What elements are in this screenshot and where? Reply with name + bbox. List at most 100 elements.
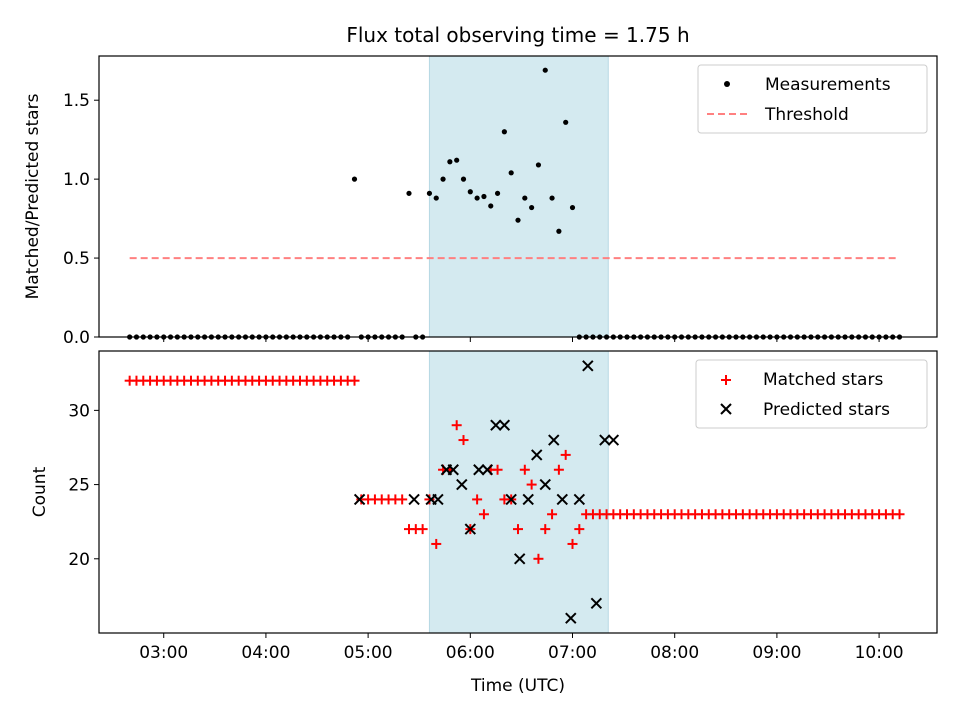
measurement-point [569, 204, 576, 211]
measurement-point [535, 162, 542, 168]
x-tick-label: 10:00 [855, 643, 904, 663]
measurement-point [501, 129, 507, 135]
matched-star-point [553, 464, 564, 475]
measurement-point [406, 190, 412, 196]
legend-predicted-marker [720, 403, 732, 415]
legend-measurements-label: Measurements [765, 75, 891, 95]
y-tick-label: 25 [68, 476, 90, 496]
measurement-point [563, 119, 569, 125]
x-tick-label: 05:00 [344, 643, 393, 663]
measurement-point [494, 190, 501, 196]
matched-star-point [567, 538, 578, 549]
x-tick-label: 03:00 [139, 643, 188, 663]
measurement-point [481, 193, 487, 200]
top-y-axis-label: Matched/Predicted stars [23, 93, 43, 299]
measurement-point [467, 189, 473, 195]
matched-star-point [397, 494, 408, 505]
legend-predicted-label: Predicted stars [763, 400, 890, 420]
x-tick-label: 08:00 [650, 643, 699, 663]
matched-star-point [533, 553, 544, 564]
x-axis-label: Time (UTC) [470, 676, 565, 696]
predicted-star-point [498, 419, 511, 431]
matched-star-point [349, 375, 360, 386]
measurement-point [529, 204, 535, 211]
predicted-star-point [473, 464, 485, 476]
predicted-star-point [447, 464, 459, 476]
predicted-star-point [481, 464, 494, 476]
measurement-point [522, 195, 528, 201]
measurement-point [549, 195, 555, 201]
measurement-point [447, 159, 453, 165]
top-y-ticks: 0.0 0.5 1.0 1.5 [63, 91, 99, 348]
predicted-star-point [513, 553, 526, 565]
matched-star-point [547, 509, 558, 520]
x-tick-label: 09:00 [752, 643, 801, 663]
measurement-point [556, 228, 562, 234]
top-legend-box [697, 64, 928, 134]
matched-star-point [417, 524, 428, 535]
y-tick-label: 0.5 [63, 249, 90, 269]
top-legend: Measurements Threshold [697, 64, 928, 134]
measurement-point [426, 190, 433, 196]
top-panel: 0.0 0.5 1.0 1.5 Matched/Predicted stars Flu… [23, 23, 938, 348]
predicted-star-point [582, 360, 594, 372]
y-tick-label: 1.5 [63, 91, 90, 111]
matched-star-point [492, 464, 503, 475]
measurement-point [508, 170, 514, 176]
matched-star-point [513, 524, 523, 535]
bottom-legend: Matched stars Predicted stars [695, 359, 928, 429]
measurement-point [515, 217, 521, 223]
bottom-y-ticks: 20 25 30 [68, 401, 99, 570]
predicted-star-point [522, 493, 534, 506]
bottom-panel: 20 25 30 03:00 04:00 05:00 06:00 07:00 08:00 09:… [30, 350, 938, 696]
x-tick-label: 04:00 [241, 643, 290, 663]
predicted-star-point [408, 493, 420, 506]
matched-star-point [478, 509, 489, 520]
measurement-point [474, 195, 480, 201]
predicted-star-point [456, 478, 468, 491]
x-tick-label: 07:00 [548, 643, 597, 663]
matched-star-point [451, 420, 462, 431]
measurement-points [127, 67, 903, 340]
matched-star-point [526, 479, 537, 490]
bottom-axes-frame [98, 350, 938, 634]
bottom-y-axis-label: Count [30, 466, 50, 517]
predicted-star-point [464, 523, 477, 535]
top-axes-frame [98, 55, 938, 338]
matched-star-point [560, 449, 571, 460]
matched-star-point [519, 464, 530, 475]
measurement-point [433, 195, 439, 201]
legend-threshold-label: Threshold [764, 105, 849, 125]
matched-star-point [431, 538, 442, 549]
y-tick-label: 1.0 [63, 170, 90, 190]
predicted-star-point [531, 449, 543, 461]
measurement-point [488, 203, 494, 209]
predicted-star-point [607, 434, 620, 446]
predicted-star-point [548, 434, 560, 446]
measurement-point [454, 157, 460, 163]
predicted-star-point [432, 493, 444, 506]
y-tick-label: 30 [68, 401, 90, 421]
measurement-point [351, 176, 358, 182]
bottom-x-ticks: 03:00 04:00 05:00 06:00 07:00 08:00 09:00 10:00 [139, 633, 904, 663]
predicted-star-point [539, 478, 551, 491]
matched-star-points [124, 375, 905, 564]
legend-matched-label: Matched stars [763, 370, 883, 390]
top-x-ticks [163, 337, 880, 342]
matched-star-point [894, 509, 905, 520]
matched-star-point [424, 494, 435, 505]
top-observing-window [428, 55, 609, 338]
x-tick-label: 06:00 [446, 643, 495, 663]
matched-star-point [574, 524, 585, 535]
measurement-point [440, 176, 446, 182]
predicted-star-point [505, 493, 517, 506]
measurement-point [542, 67, 548, 73]
matched-star-point [458, 435, 469, 446]
predicted-star-point [556, 493, 568, 506]
matched-star-point [540, 524, 551, 535]
legend-measurements-marker [724, 81, 730, 87]
predicted-star-point [353, 493, 366, 506]
chart-title: Flux total observing time = 1.75 h [346, 23, 689, 47]
